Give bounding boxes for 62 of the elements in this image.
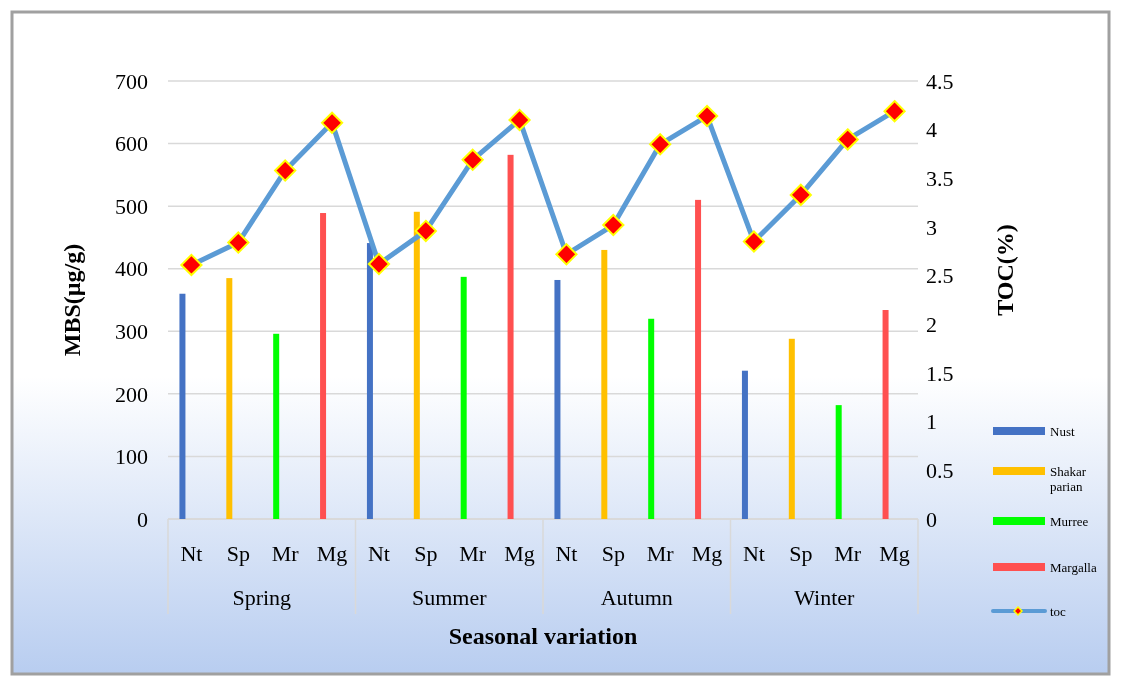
y2-tick-label: 2.5 <box>926 263 954 289</box>
y2-tick-label: 1.5 <box>926 360 954 386</box>
x-tick-label: Sp <box>414 541 438 566</box>
x-tick-label: Mg <box>879 541 910 566</box>
x-tick-label: Sp <box>226 541 250 566</box>
x-tick-label: Mr <box>834 541 862 566</box>
text: Winter <box>794 585 856 610</box>
x-tick-label: Mr <box>646 541 675 566</box>
bar <box>741 370 748 519</box>
x-tick-label: Nt <box>555 541 578 566</box>
bar <box>601 249 608 519</box>
text: Autumn <box>600 585 673 610</box>
x-tick-label: Sp <box>789 541 813 566</box>
y-tick-label: 100 <box>115 444 148 470</box>
x-tick-label: Mg <box>316 541 348 566</box>
y2-tick-label: 4.5 <box>926 68 954 94</box>
legend-label: Nust <box>1050 423 1075 439</box>
y-tick-label: 0 <box>137 506 148 532</box>
legend-label: Shakar parian <box>1050 463 1087 495</box>
y2-tick-label: 0 <box>926 506 937 532</box>
bar <box>179 293 186 519</box>
legend-label: Murree <box>1050 513 1089 529</box>
bar <box>648 318 655 519</box>
y-tick-label: 600 <box>115 131 148 157</box>
x-tick-label: Mg <box>504 541 535 566</box>
legend-label: Margalla <box>1050 559 1097 575</box>
x-tick-label: Nt <box>180 541 203 566</box>
bar <box>273 333 280 519</box>
y2-tick-label: 4 <box>926 117 937 143</box>
bar <box>413 211 420 519</box>
y-tick-label: 200 <box>115 381 148 407</box>
y2-tick-label: 3 <box>926 214 937 240</box>
y-axis-title: MBS(µg/g) <box>59 243 85 357</box>
y2-tick-label: 3.5 <box>926 166 954 192</box>
legend-label: toc <box>1050 603 1067 619</box>
x-tick-label: Mr <box>459 541 487 566</box>
y-tick-label: 300 <box>115 318 148 344</box>
x-tick-label: Nt <box>742 541 765 566</box>
y-tick-label: 700 <box>115 68 148 94</box>
x-tick-label: Sp <box>601 541 625 566</box>
x-axis-title: Seasonal variation <box>448 623 638 649</box>
bar <box>460 276 467 519</box>
y2-tick-label: 2 <box>926 312 937 338</box>
x-tick-label: Nt <box>367 541 390 566</box>
x-tick-label: Mg <box>691 541 723 566</box>
y2-tick-label: 1 <box>926 409 937 435</box>
x-tick-label: Mr <box>271 541 300 566</box>
y-tick-label: 500 <box>115 193 148 219</box>
bar <box>882 310 889 519</box>
bar <box>366 243 373 519</box>
bar <box>507 154 514 519</box>
text: Spring <box>232 585 292 610</box>
y2-axis-title: TOC(%) <box>992 224 1018 316</box>
bar <box>226 278 233 519</box>
bar <box>320 213 327 519</box>
bar <box>835 405 842 519</box>
text: Summer <box>411 585 488 610</box>
y2-tick-label: 0.5 <box>926 458 954 484</box>
bar <box>788 338 795 519</box>
bar <box>695 199 702 519</box>
bar <box>554 279 561 519</box>
y-tick-label: 400 <box>115 256 148 282</box>
